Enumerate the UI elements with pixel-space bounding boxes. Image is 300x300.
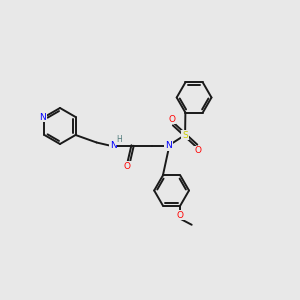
Text: H: H	[116, 135, 122, 144]
Text: O: O	[194, 146, 202, 155]
Text: O: O	[124, 162, 131, 171]
Text: N: N	[165, 141, 172, 150]
Text: S: S	[182, 130, 188, 140]
Text: N: N	[110, 141, 116, 150]
Text: O: O	[169, 115, 176, 124]
Text: O: O	[177, 211, 184, 220]
Text: N: N	[40, 112, 46, 122]
